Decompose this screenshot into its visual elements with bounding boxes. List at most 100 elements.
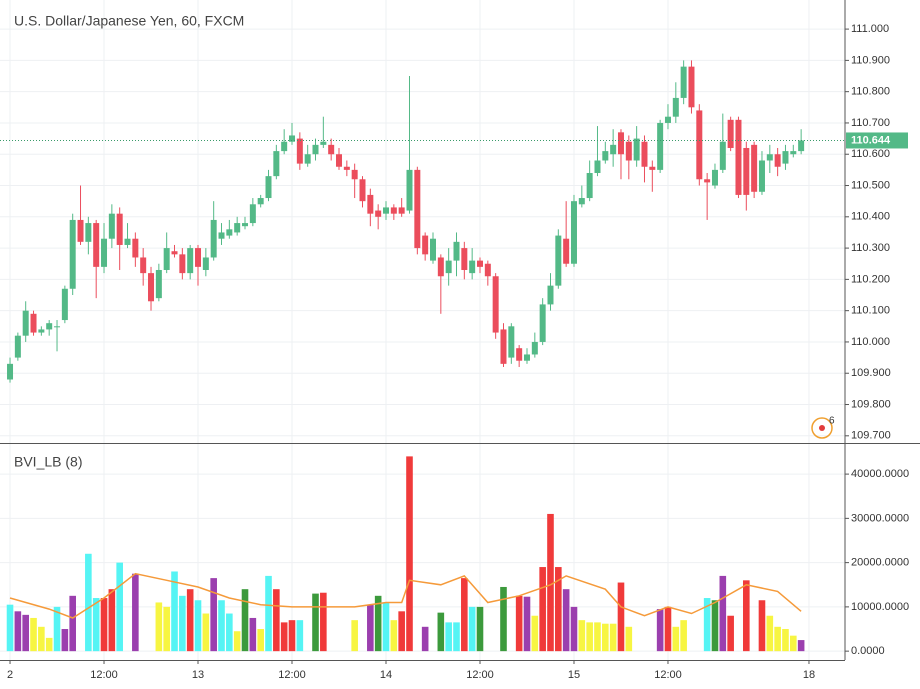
candle-body [296, 138, 303, 164]
candle-body [218, 232, 225, 239]
volume-bar [226, 613, 233, 652]
candle-body [320, 141, 327, 145]
volume-bar [570, 606, 578, 652]
volume-bar [609, 623, 617, 652]
candle-body [523, 354, 530, 361]
candle-body [594, 160, 601, 174]
candle-body [351, 169, 358, 180]
x-tick-label: 18 [803, 669, 815, 681]
candle-body [234, 223, 241, 233]
volume-bar [586, 622, 593, 652]
candle-body [398, 207, 405, 214]
candle-body [445, 260, 452, 274]
candle-body [539, 304, 546, 342]
volume-bar [578, 620, 586, 652]
candle-body [7, 363, 14, 380]
x-tick-label: 12:00 [278, 669, 306, 681]
volume-bar [132, 573, 139, 652]
candle-body [570, 201, 577, 264]
volume-bar [233, 631, 241, 652]
volume-bar [218, 600, 225, 652]
volume-bar [445, 622, 452, 652]
y-tick-label: 109.900 [851, 367, 891, 379]
candle-body [195, 248, 202, 267]
volume-bar [163, 606, 170, 652]
candle-body [704, 179, 711, 183]
y-tick-label: 30000.0000 [851, 512, 909, 524]
moving-average-line [9, 572, 802, 619]
volume-bar [53, 606, 61, 652]
candle-body [61, 288, 68, 321]
candle-body [547, 285, 554, 305]
volume-bar [625, 626, 633, 652]
candle-body [132, 238, 139, 258]
candle-body [343, 166, 350, 170]
volume-bar [797, 640, 805, 652]
volume-bar [249, 617, 257, 652]
volume-bar [382, 602, 390, 652]
y-tick-label: 111.000 [851, 23, 889, 35]
candle-body [719, 141, 726, 170]
candle-body [257, 198, 264, 205]
volume-bar [6, 604, 14, 652]
candle-body [406, 169, 413, 211]
volume-bar [108, 589, 116, 652]
candle-body [85, 223, 92, 242]
candle-body [422, 235, 429, 255]
volume-bar [680, 620, 687, 652]
y-tick-label: 20000.0000 [851, 557, 909, 569]
volume-bar [539, 567, 546, 652]
candle-body [382, 207, 389, 214]
y-tick-label: 110.300 [851, 242, 890, 254]
volume-bar [664, 606, 672, 652]
volume-bar [555, 567, 562, 652]
y-tick-label: 110.900 [851, 54, 890, 66]
volume-bar [45, 637, 53, 652]
candle-body [735, 119, 742, 195]
candle-body [155, 269, 162, 299]
candle-body [202, 257, 209, 270]
volume-bar [92, 598, 100, 652]
candle-body [242, 223, 249, 227]
y-tick-label: 110.200 [851, 273, 890, 285]
candle-body [500, 329, 507, 364]
candle-body [610, 144, 617, 155]
candle-body [359, 179, 366, 202]
alert-dot [819, 425, 825, 431]
x-tick-label: 13 [192, 669, 204, 681]
volume-bar [288, 620, 296, 652]
volume-bar [61, 629, 69, 652]
candle-body [484, 263, 491, 277]
volume-bar [727, 615, 734, 652]
volume-bar [186, 589, 194, 652]
volume-bar [406, 456, 413, 652]
candle-body [336, 154, 343, 167]
x-tick-label: 14 [380, 669, 392, 681]
volume-bar [202, 613, 210, 652]
candle-body [54, 326, 61, 328]
candle-body [696, 110, 703, 180]
volume-bar [30, 617, 37, 652]
volume-bar [22, 614, 29, 652]
candle-body [672, 97, 679, 117]
candle-body [249, 204, 256, 224]
volume-bar [602, 623, 609, 652]
volume-bar [265, 575, 272, 652]
last-price-box [846, 132, 908, 149]
candle-body [555, 235, 562, 286]
candle-body [367, 194, 374, 214]
alert-icon[interactable] [811, 417, 833, 439]
volume-bar [617, 582, 625, 652]
x-tick-label: 12:00 [654, 669, 682, 681]
volume-bar [296, 620, 304, 652]
candle-body [281, 141, 288, 152]
volume-bar [562, 589, 570, 652]
volume-bar [790, 635, 797, 652]
y-tick-label: 110.100 [851, 305, 890, 317]
candle-body [375, 210, 382, 217]
volume-bar [766, 615, 774, 652]
candle-body [531, 341, 538, 355]
candle-body [641, 141, 648, 167]
